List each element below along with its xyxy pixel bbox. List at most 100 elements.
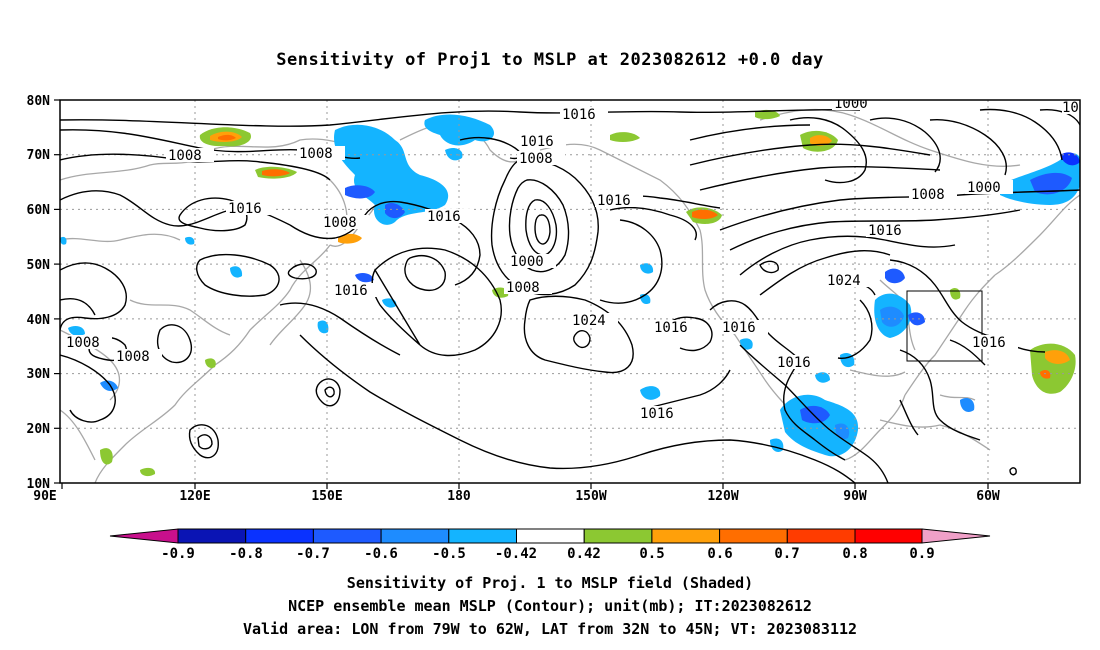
svg-text:1008: 1008 <box>299 146 333 162</box>
colorbar-segment <box>516 528 585 544</box>
svg-text:1008: 1008 <box>519 151 553 167</box>
colorbar-label: -0.7 <box>296 546 330 562</box>
contour-label: 1016 <box>970 335 1018 351</box>
colorbar-segment <box>651 528 721 544</box>
caption-line-2: NCEP ensemble mean MSLP (Contour); unit(… <box>288 597 812 615</box>
contour-label: 1024 <box>825 273 873 289</box>
colorbar-label: 0.9 <box>909 546 934 562</box>
colorbar-label: -0.6 <box>364 546 398 562</box>
colorbar-end-right <box>921 528 991 544</box>
colorbar-segment <box>380 528 450 544</box>
colorbar-label: 0.6 <box>707 546 732 562</box>
svg-text:1016: 1016 <box>334 283 368 299</box>
contour-label: 1016 <box>652 320 700 336</box>
lon-label: 180 <box>447 489 471 504</box>
svg-text:1008: 1008 <box>168 148 202 164</box>
colorbar-segment <box>854 528 923 544</box>
caption-line-1: Sensitivity of Proj. 1 to MSLP field (Sh… <box>346 574 754 592</box>
lat-label: 80N <box>27 94 51 109</box>
lon-label: 90E <box>33 489 56 504</box>
svg-text:1016: 1016 <box>597 193 631 209</box>
lat-label: 30N <box>27 367 51 382</box>
colorbar-label: 0.7 <box>774 546 799 562</box>
contour-label: 1008 <box>114 349 162 365</box>
contour-label: 1024 <box>570 313 618 329</box>
lon-label: 150E <box>311 489 342 504</box>
svg-text:1024: 1024 <box>572 313 606 329</box>
colorbar-label: -0.9 <box>161 546 195 562</box>
contour-label: 1016 <box>518 134 566 150</box>
contour-label: 1008 <box>517 151 565 167</box>
contour-label: 1016 <box>425 209 473 225</box>
lat-label: 50N <box>27 258 51 273</box>
contour-label: 1008 <box>909 187 957 203</box>
contour-label: 1008 <box>321 215 369 231</box>
gridlines <box>60 100 1080 483</box>
colorbar-label: -0.5 <box>432 546 466 562</box>
contour-label: 1008 <box>297 146 345 162</box>
lon-label: 60W <box>976 489 1000 504</box>
colorbar-label: -0.42 <box>495 546 537 562</box>
svg-text:1016: 1016 <box>868 223 902 239</box>
contour-label: 1008 <box>504 280 552 296</box>
axis-ticks <box>54 99 989 489</box>
contour-label: 1000 <box>508 254 556 270</box>
contour-label: 1016 <box>226 201 274 217</box>
svg-text:1008: 1008 <box>506 280 540 296</box>
contour-label: 1008 <box>64 335 112 351</box>
lon-label: 120E <box>179 489 210 504</box>
lat-label: 60N <box>27 203 51 218</box>
lat-label: 40N <box>27 313 51 328</box>
contour-labels: 1016 1016 1008 1008 1008 1016 1008 1016 … <box>64 96 1096 422</box>
svg-text:1016: 1016 <box>722 320 756 336</box>
valid-area-box <box>906 290 983 362</box>
sensitivity-shading <box>60 109 1080 477</box>
map-frame <box>59 99 1081 484</box>
svg-text:1016: 1016 <box>520 134 554 150</box>
lon-label: 120W <box>707 489 738 504</box>
svg-text:1016: 1016 <box>228 201 262 217</box>
colorbar-label: -0.8 <box>229 546 263 562</box>
svg-text:1024: 1024 <box>827 273 861 289</box>
lon-label: 90W <box>843 489 867 504</box>
svg-text:1016: 1016 <box>777 355 811 371</box>
colorbar-label: 0.42 <box>567 546 601 562</box>
colorbar-segment <box>583 528 653 544</box>
latitude-labels: 80N 70N 60N 50N 40N 30N 20N 10N <box>27 94 51 492</box>
svg-text:1000: 1000 <box>834 96 868 112</box>
colorbar-label: 0.5 <box>639 546 664 562</box>
svg-text:1016: 1016 <box>654 320 688 336</box>
lon-label: 150W <box>575 489 606 504</box>
contour-label: 1016 <box>775 355 823 371</box>
contour-label: 1016 <box>595 193 643 209</box>
contour-label: 1008 <box>166 148 214 164</box>
colorbar-segment <box>177 528 247 544</box>
svg-text:1016: 1016 <box>972 335 1006 351</box>
colorbar-label: 0.8 <box>842 546 867 562</box>
colorbar-segment <box>245 528 314 544</box>
contour-label: 1016 <box>638 406 686 422</box>
contour-label: 1016 <box>720 320 768 336</box>
caption-line-3: Valid area: LON from 79W to 62W, LAT fro… <box>242 620 858 638</box>
colorbar-segment <box>448 528 517 544</box>
svg-text:1000: 1000 <box>967 180 1001 196</box>
svg-text:1016: 1016 <box>1062 100 1096 116</box>
colorbar-segment <box>312 528 382 544</box>
lat-label: 20N <box>27 422 51 437</box>
contour-label: 1016 <box>1062 100 1096 116</box>
contour-label: 1016 <box>332 283 380 299</box>
contour-label: 1000 <box>965 180 1013 196</box>
contour-label: 1016 <box>866 223 914 239</box>
lat-label: 10N <box>27 477 51 492</box>
svg-text:1016: 1016 <box>640 406 674 422</box>
colorbar-end-left <box>109 528 179 544</box>
svg-text:1008: 1008 <box>66 335 100 351</box>
contour-label: 1016 <box>560 107 608 123</box>
svg-text:1000: 1000 <box>510 254 544 270</box>
svg-text:1016: 1016 <box>427 209 461 225</box>
longitude-labels: 90E 120E 150E 180 150W 120W 90W 60W <box>33 489 1000 504</box>
chart-title: Sensitivity of Proj1 to MSLP at 20230826… <box>276 50 824 70</box>
colorbar-segment <box>786 528 856 544</box>
colorbar-segment <box>719 528 788 544</box>
